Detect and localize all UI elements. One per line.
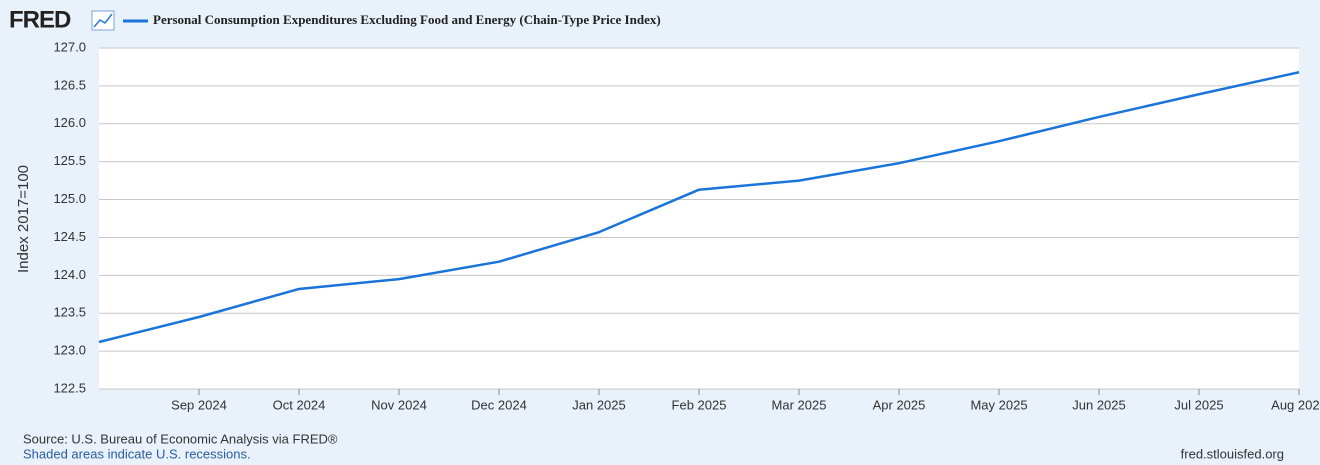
x-tick-label: Nov 2024 — [371, 397, 427, 412]
x-tick-label: Mar 2025 — [772, 397, 827, 412]
x-tick-label: Aug 2025 — [1271, 397, 1320, 412]
x-tick-label: Oct 2024 — [273, 397, 326, 412]
x-tick-label: Apr 2025 — [873, 397, 926, 412]
source: Source: U.S. Bureau of Economic Analysis… — [23, 431, 338, 446]
y-tick-label: 123.5 — [53, 305, 86, 320]
y-tick-label: 126.0 — [53, 115, 86, 130]
x-tick-label: Dec 2024 — [471, 397, 527, 412]
y-tick-label: 122.5 — [53, 380, 86, 395]
y-tick-label: 124.5 — [53, 229, 86, 244]
x-tick-label: Jul 2025 — [1174, 397, 1223, 412]
line — [98, 71, 1300, 344]
url: fred.stlouisfed.org — [1181, 446, 1284, 461]
x-tick-label: Jan 2025 — [572, 397, 626, 412]
y-tick-label: 127.0 — [53, 39, 86, 54]
x-tick-label: Sep 2024 — [171, 397, 227, 412]
plot-area — [99, 48, 1299, 389]
note: Shaded areas indicate U.S. recessions. — [23, 446, 251, 461]
legend-label: Personal Consumption Expenditures Exclud… — [153, 12, 661, 27]
y-tick-label: 124.0 — [53, 267, 86, 282]
logo-icon — [91, 10, 115, 31]
y-axis-label: Index 2017=100 — [15, 165, 32, 273]
y-tick-label: 125.0 — [53, 191, 86, 206]
logo: FRED — [9, 6, 71, 33]
x-tick-label: Jun 2025 — [1072, 397, 1126, 412]
y-tick-label: 126.5 — [53, 77, 86, 92]
y-tick-label: 123.0 — [53, 343, 86, 358]
x-tick-label: May 2025 — [970, 397, 1027, 412]
y-tick-label: 125.5 — [53, 153, 86, 168]
x-tick-label: Feb 2025 — [672, 397, 727, 412]
